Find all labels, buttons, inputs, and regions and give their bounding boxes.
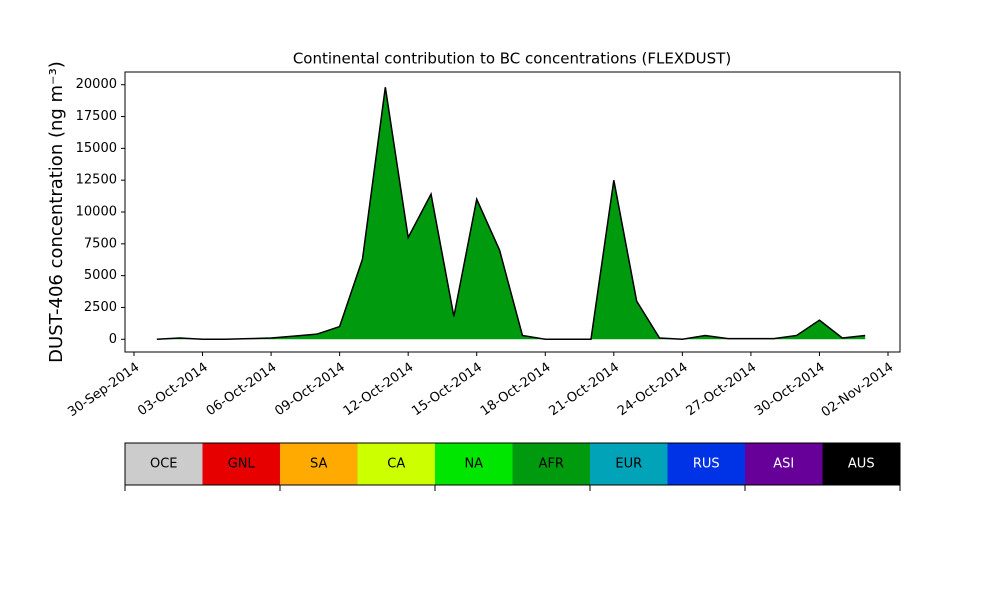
colorbar-cell bbox=[512, 443, 590, 485]
colorbar-cell bbox=[280, 443, 358, 485]
y-tick-label: 15000 bbox=[76, 141, 117, 156]
colorbar-label: ASI bbox=[773, 457, 794, 472]
y-tick-label: 2500 bbox=[84, 300, 117, 315]
colorbar-cell bbox=[667, 443, 745, 485]
colorbar-label: CA bbox=[387, 457, 405, 472]
colorbar-label: AFR bbox=[539, 457, 564, 472]
area-outline bbox=[156, 87, 866, 341]
colorbar-frame bbox=[124, 442, 901, 486]
y-tick-label: 10000 bbox=[76, 205, 117, 220]
y-axis-label: DUST-406 concentration (ng m⁻³) bbox=[46, 61, 67, 363]
colorbar-cell bbox=[745, 443, 823, 485]
colorbar-cell bbox=[435, 443, 513, 485]
y-tick-label: 20000 bbox=[76, 77, 117, 92]
colorbar-cell bbox=[202, 443, 280, 485]
colorbar-cell bbox=[822, 443, 900, 485]
chart-title: Continental contribution to BC concentra… bbox=[293, 50, 731, 68]
colorbar-label: NA bbox=[464, 457, 483, 472]
y-tick-label: 7500 bbox=[84, 236, 117, 251]
colorbar-cell bbox=[590, 443, 668, 485]
colorbar-label: RUS bbox=[693, 457, 720, 472]
y-tick-label: 5000 bbox=[84, 268, 117, 283]
y-tick-label: 0 bbox=[109, 332, 117, 347]
colorbar-label: SA bbox=[310, 457, 327, 472]
y-tick-label: 17500 bbox=[76, 109, 117, 124]
colorbar-label: EUR bbox=[615, 457, 642, 472]
colorbar-label: AUS bbox=[848, 457, 875, 472]
y-tick-label: 12500 bbox=[76, 173, 117, 188]
colorbar-label: GNL bbox=[228, 457, 256, 472]
colorbar-cell bbox=[357, 443, 435, 485]
colorbar-cell bbox=[125, 443, 203, 485]
colorbar-label: OCE bbox=[150, 457, 178, 472]
